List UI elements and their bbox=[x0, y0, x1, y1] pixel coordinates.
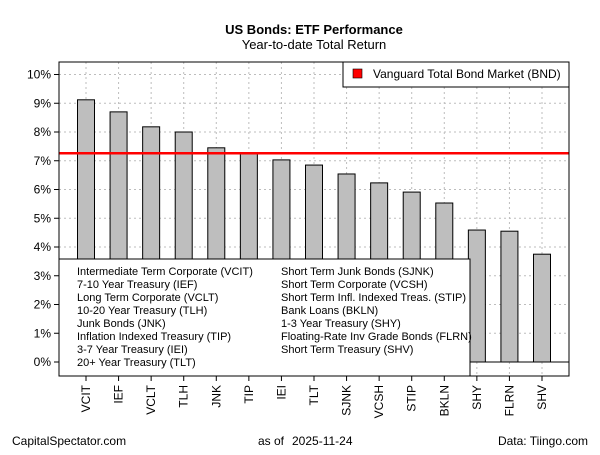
x-tick-label: VCLT bbox=[144, 384, 158, 414]
ticker-legend-item: 1-3 Year Treasury (SHY) bbox=[281, 318, 401, 330]
footer-source-right: Data: Tiingo.com bbox=[498, 434, 588, 448]
x-tick-label: TLH bbox=[177, 385, 191, 408]
y-axis: 0% 1% 2% 3% 4% 5% 6% 7% 8% 9% 10% bbox=[27, 68, 59, 369]
x-tick-label: TIP bbox=[242, 385, 256, 404]
reference-legend: Vanguard Total Bond Market (BND) bbox=[342, 61, 570, 88]
y-tick-label: 6% bbox=[34, 183, 52, 197]
ticker-legend-item: Intermediate Term Corporate (VCIT) bbox=[77, 266, 253, 278]
ticker-legend-item: 20+ Year Treasury (TLT) bbox=[77, 357, 196, 369]
y-tick-label: 7% bbox=[34, 154, 52, 168]
ticker-legend-item: Floating-Rate Inv Grade Bonds (FLRN) bbox=[281, 331, 472, 343]
ticker-legend-item: Inflation Indexed Treasury (TIP) bbox=[77, 331, 231, 343]
ticker-legend-item: Junk Bonds (JNK) bbox=[77, 318, 166, 330]
y-tick-label: 8% bbox=[34, 125, 52, 139]
footer-source-left: CapitalSpectator.com bbox=[12, 434, 126, 448]
legend-swatch-bnd bbox=[352, 68, 363, 79]
ticker-legend-item: Short Term Junk Bonds (SJNK) bbox=[281, 266, 434, 278]
ticker-legend-item: 3-7 Year Treasury (IEI) bbox=[77, 344, 188, 356]
x-tick-label: JNK bbox=[209, 385, 223, 408]
x-tick-label: BKLN bbox=[437, 385, 451, 416]
y-tick-label: 4% bbox=[34, 240, 52, 254]
x-tick-label: IEI bbox=[274, 385, 288, 400]
x-tick-label: SHY bbox=[470, 385, 484, 410]
y-tick-label: 10% bbox=[27, 68, 51, 82]
legend-label-bnd: Vanguard Total Bond Market (BND) bbox=[373, 67, 561, 81]
x-tick-label: SJNK bbox=[340, 385, 354, 416]
ticker-legend-item: 10-20 Year Treasury (TLH) bbox=[77, 305, 207, 317]
chart-subtitle: Year-to-date Total Return bbox=[242, 37, 387, 52]
y-tick-label: 9% bbox=[34, 96, 52, 110]
x-tick-label: SHV bbox=[535, 385, 549, 410]
bar-flrn bbox=[500, 230, 519, 363]
chart-title: US Bonds: ETF Performance bbox=[225, 22, 403, 37]
ticker-legend-item: Short Term Corporate (VCSH) bbox=[281, 279, 428, 291]
ticker-legend-item: 7-10 Year Treasury (IEF) bbox=[77, 279, 197, 291]
y-tick-label: 1% bbox=[34, 326, 52, 340]
ticker-legend: Intermediate Term Corporate (VCIT)7-10 Y… bbox=[58, 258, 472, 377]
bar-shv bbox=[533, 253, 551, 363]
x-tick-label: STIP bbox=[405, 385, 419, 412]
x-tick-label: FLRN bbox=[502, 385, 516, 416]
ticker-legend-item: Short Term Infl. Indexed Treas. (STIP) bbox=[281, 292, 466, 304]
x-tick-label: VCIT bbox=[79, 384, 93, 412]
y-tick-label: 0% bbox=[34, 355, 52, 369]
y-tick-label: 5% bbox=[34, 211, 52, 225]
ticker-legend-item: Short Term Treasury (SHV) bbox=[281, 344, 413, 356]
x-tick-label: IEF bbox=[112, 385, 126, 404]
footer-as-of-date: 2025-11-24 bbox=[292, 434, 353, 448]
footer-as-of-label: as of bbox=[258, 434, 285, 448]
y-tick-label: 2% bbox=[34, 298, 52, 312]
x-axis: VCIT IEF VCLT TLH JNK TIP IEI TLT SJNK VCSH STIP BK… bbox=[79, 376, 549, 418]
ticker-legend-item: Long Term Corporate (VCLT) bbox=[77, 292, 218, 304]
x-tick-label: VCSH bbox=[372, 385, 386, 418]
y-tick-label: 3% bbox=[34, 269, 52, 283]
x-tick-label: TLT bbox=[307, 384, 321, 405]
ticker-legend-item: Bank Loans (BKLN) bbox=[281, 305, 378, 317]
